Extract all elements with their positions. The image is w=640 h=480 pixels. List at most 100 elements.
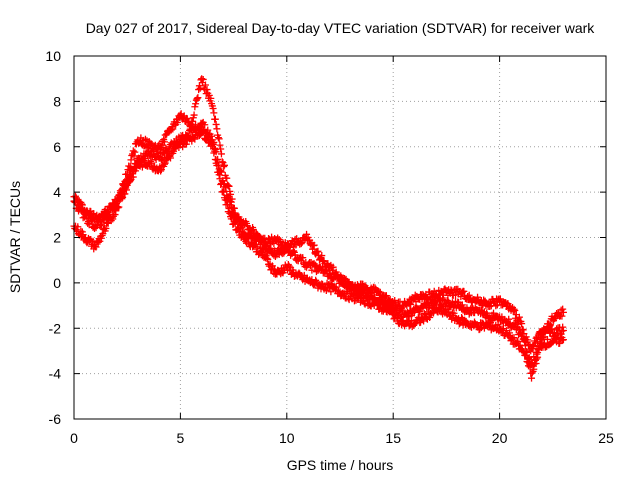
- trace-mark: [312, 276, 320, 284]
- trace-mark: [167, 154, 175, 162]
- trace-mark: [403, 317, 411, 325]
- trace-mark: [210, 109, 218, 117]
- data-point: [81, 234, 89, 241]
- y-tick-label: 8: [53, 93, 61, 109]
- y-tick-label: 10: [45, 48, 61, 64]
- trace-mark: [293, 235, 301, 243]
- trace-mark: [228, 195, 236, 203]
- trace-mark: [154, 153, 162, 161]
- x-tick-labels: 0 5 10 15 20 25: [70, 430, 614, 446]
- data-point: [559, 308, 567, 316]
- data-point: [113, 199, 121, 207]
- trace-mark: [112, 201, 120, 209]
- data-point: [528, 374, 536, 382]
- trace-mark: [345, 296, 353, 304]
- trace-mark: [116, 195, 124, 203]
- trace-mark: [521, 336, 529, 344]
- trace-mark: [271, 252, 279, 260]
- trace-mark: [532, 360, 540, 368]
- trace-mark: [224, 181, 232, 189]
- y-tick-label: -2: [49, 320, 62, 336]
- trace-mark: [190, 111, 198, 119]
- trace-mark: [528, 369, 536, 377]
- trace-mark: [183, 115, 191, 123]
- trace-mark: [211, 147, 219, 155]
- grid-lines: [74, 56, 606, 419]
- trace-mark: [220, 163, 228, 171]
- trace-mark: [186, 121, 194, 129]
- trace-mark: [249, 231, 257, 239]
- trace-mark: [85, 236, 93, 244]
- trace-mark: [90, 210, 98, 218]
- trace-mark: [204, 133, 212, 141]
- trace-mark: [212, 120, 220, 128]
- y-tick-labels: -6 -4 -2 0 2 4 6 8 10: [45, 48, 61, 427]
- series-track-b: [70, 125, 567, 370]
- trace-mark: [199, 75, 207, 83]
- trace-mark: [220, 161, 228, 169]
- trace-mark: [125, 162, 133, 170]
- trace-mark: [223, 196, 231, 204]
- trace-mark: [298, 238, 306, 246]
- trace-mark: [157, 167, 165, 175]
- trace-mark: [455, 299, 463, 307]
- trace-mark: [234, 215, 242, 223]
- data-point: [272, 249, 280, 257]
- trace-mark: [465, 291, 473, 299]
- trace-mark: [404, 299, 412, 307]
- trace-mark: [121, 190, 129, 198]
- trace-mark: [201, 121, 209, 129]
- trace-mark: [372, 297, 380, 305]
- trace-mark: [173, 118, 181, 126]
- trace-mark: [129, 173, 137, 181]
- trace-mark: [167, 126, 175, 134]
- trace-mark: [525, 359, 533, 367]
- trace-mark: [96, 237, 104, 245]
- trace-mark: [130, 152, 138, 160]
- trace-mark: [209, 105, 217, 113]
- trace-mark: [81, 211, 89, 219]
- trace-mark: [87, 216, 95, 224]
- trace-mark: [218, 158, 226, 166]
- trace-mark: [236, 216, 244, 224]
- x-tick-label: 25: [598, 430, 614, 446]
- trace-mark: [209, 140, 217, 148]
- trace-mark: [450, 309, 458, 317]
- y-tick-label: 4: [53, 184, 61, 200]
- trace-mark: [547, 321, 555, 329]
- trace-mark: [106, 210, 114, 218]
- trace-mark: [382, 293, 390, 301]
- trace-mark: [524, 354, 532, 362]
- trace-mark: [458, 301, 466, 309]
- trace-mark: [338, 280, 346, 288]
- trace-mark: [393, 314, 401, 322]
- trace-mark: [129, 147, 137, 155]
- trace-mark: [193, 95, 201, 103]
- trace-mark: [191, 103, 199, 111]
- trace-mark: [423, 294, 431, 302]
- trace-mark: [558, 312, 566, 320]
- data-point: [219, 188, 227, 196]
- trace-mark: [458, 288, 466, 296]
- x-tick-label: 10: [279, 430, 295, 446]
- trace-mark: [270, 239, 278, 247]
- trace-mark: [110, 205, 118, 213]
- series-track-a: [70, 118, 567, 355]
- y-tick-label: 2: [53, 230, 61, 246]
- trace-mark: [217, 181, 225, 189]
- trace-mark: [94, 238, 102, 246]
- trace-mark: [529, 343, 537, 351]
- trace-mark: [526, 363, 534, 371]
- x-axis-label: GPS time / hours: [287, 457, 394, 473]
- series-track-c: [70, 75, 567, 382]
- trace-mark: [269, 248, 277, 256]
- x-tick-label: 20: [492, 430, 508, 446]
- trace-mark: [373, 287, 381, 295]
- trace-mark: [257, 247, 265, 255]
- trace-mark: [510, 305, 518, 313]
- trace-mark: [534, 353, 542, 361]
- trace-mark: [141, 135, 149, 143]
- trace-mark: [405, 300, 413, 308]
- trace-mark: [217, 145, 225, 153]
